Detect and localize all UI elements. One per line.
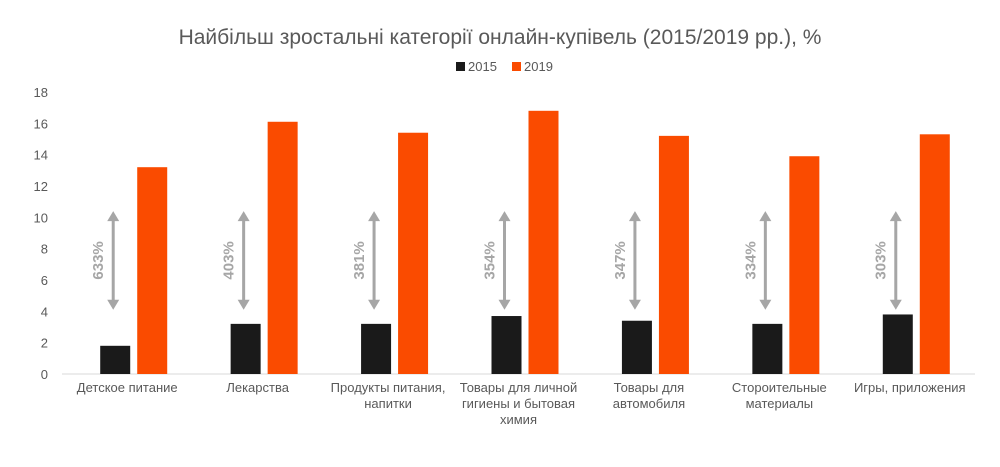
- y-tick-label: 6: [41, 273, 48, 288]
- x-tick-label: Товары для: [614, 380, 685, 395]
- x-tick-label: гигиены и бытовая: [462, 396, 575, 411]
- x-tick-label: Продукты питания,: [331, 380, 446, 395]
- bar-2019: [789, 156, 820, 374]
- growth-label: 354%: [481, 241, 498, 279]
- bar-2019: [528, 110, 559, 375]
- x-tick-label: автомобиля: [613, 396, 685, 411]
- y-tick-label: 0: [41, 367, 48, 382]
- x-tick-label: Товары для личной: [460, 380, 577, 395]
- x-tick-label: напитки: [364, 396, 412, 411]
- bar-2019: [919, 134, 950, 374]
- arrow-head-up: [759, 211, 772, 222]
- legend-swatch-2015: [456, 62, 465, 71]
- axes: 0 2 4 6 8 10 12 14 16 18 Детское питание Лекарства П…: [34, 85, 975, 427]
- arrow-head-up: [368, 211, 381, 222]
- y-tick-label: 2: [41, 336, 48, 351]
- arrow-head-up: [237, 211, 250, 222]
- x-tick-label: материалы: [746, 396, 814, 411]
- legend-swatch-2019: [512, 62, 521, 71]
- bar-2015: [100, 345, 131, 374]
- y-tick-label: 8: [41, 242, 48, 257]
- growth-label: 334%: [742, 241, 759, 279]
- bar-2015: [491, 316, 522, 374]
- x-tick-label: Игры, приложения: [854, 380, 966, 395]
- legend-label-2015: 2015: [468, 59, 497, 74]
- x-tick-label: химия: [500, 412, 537, 427]
- y-tick-label: 12: [34, 179, 48, 194]
- growth-label: 303%: [873, 241, 890, 279]
- y-tick-label: 18: [34, 85, 48, 100]
- arrow-head-up: [107, 211, 120, 222]
- bar-2015: [361, 323, 392, 374]
- arrow-head-up: [889, 211, 902, 222]
- growth-label: 633%: [90, 241, 107, 279]
- chart-title: Найбільш зростальні категорії онлайн-куп…: [179, 26, 822, 49]
- bar-2015: [882, 314, 913, 374]
- y-tick-label: 10: [34, 210, 48, 225]
- growth-label: 381%: [351, 241, 368, 279]
- bar-2019: [267, 121, 298, 375]
- arrow-head-up: [498, 211, 511, 222]
- arrow-head-down: [628, 299, 641, 310]
- arrow-head-down: [107, 299, 120, 310]
- y-tick-label: 4: [41, 304, 48, 319]
- bars: 633% 403% 381% 354% 347% 334% 303%: [90, 110, 950, 375]
- x-tick-label: Лекарства: [226, 380, 289, 395]
- bar-2019: [398, 132, 429, 374]
- arrow-head-down: [498, 299, 511, 310]
- bar-2019: [137, 167, 168, 374]
- growth-label: 347%: [612, 241, 629, 279]
- x-tick-label: Детское питание: [77, 380, 178, 395]
- arrow-head-down: [889, 299, 902, 310]
- arrow-head-up: [628, 211, 641, 222]
- bar-2015: [230, 323, 261, 374]
- y-tick-label: 14: [34, 148, 48, 163]
- growth-label: 403%: [221, 241, 238, 279]
- x-tick-label: Стороительные: [732, 380, 827, 395]
- legend: 2015 2019: [456, 59, 553, 74]
- y-tick-label: 16: [34, 116, 48, 131]
- legend-label-2019: 2019: [524, 59, 553, 74]
- bar-2019: [658, 135, 689, 374]
- bar-2015: [752, 323, 783, 374]
- arrow-head-down: [368, 299, 381, 310]
- arrow-head-down: [759, 299, 772, 310]
- arrow-head-down: [237, 299, 250, 310]
- bar-2015: [621, 320, 652, 374]
